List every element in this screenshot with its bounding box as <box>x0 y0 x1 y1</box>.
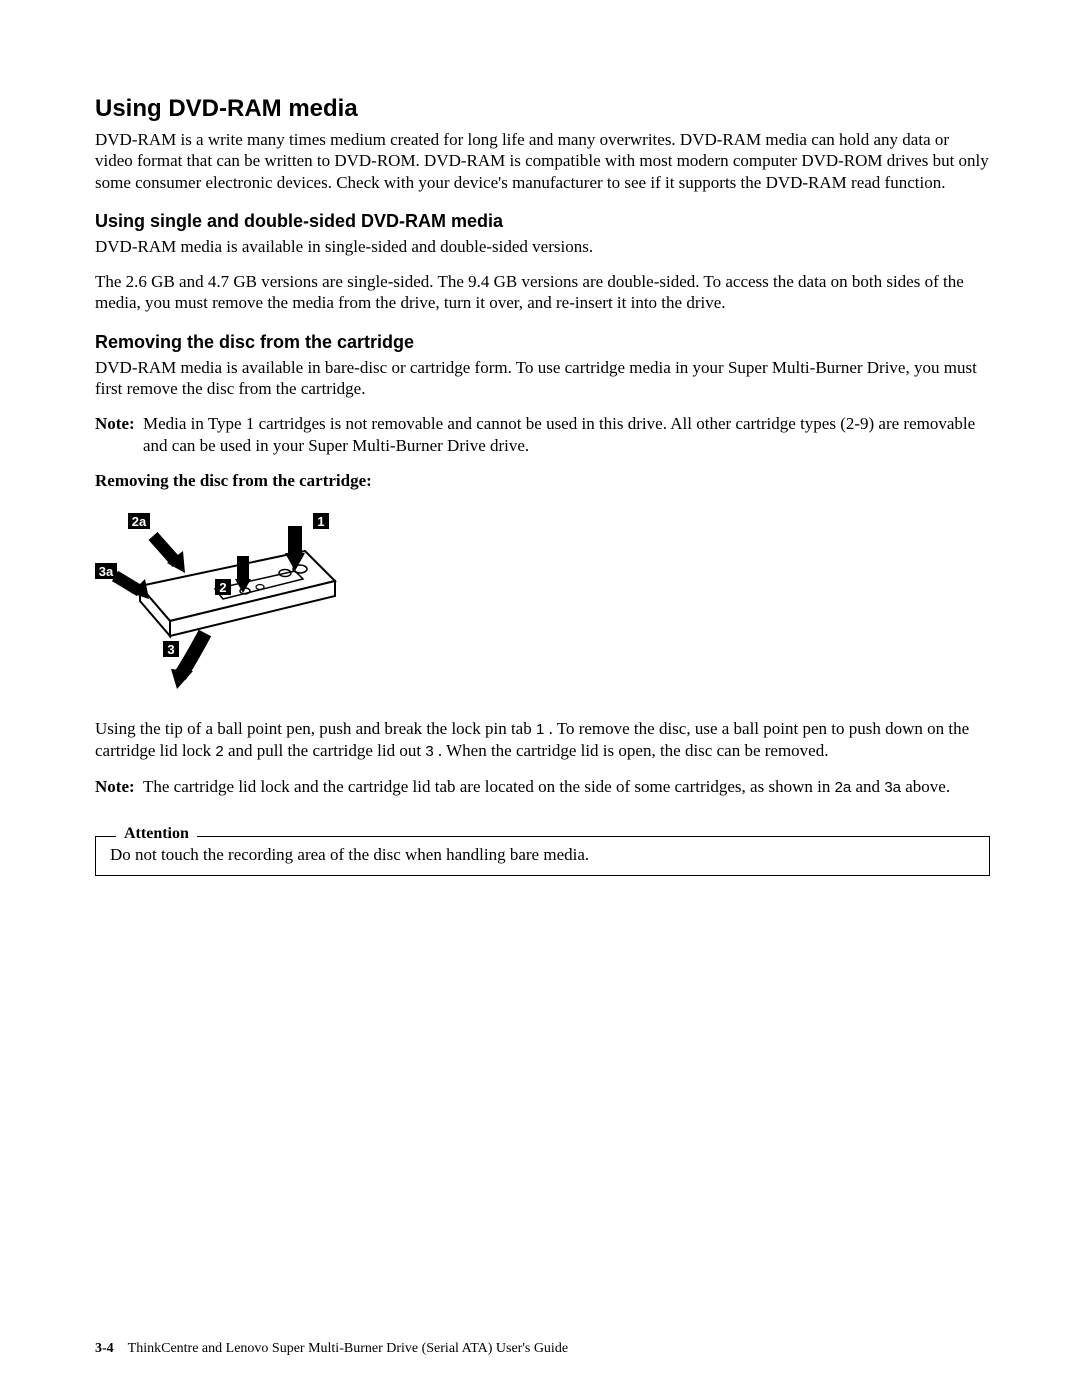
paragraph: DVD-RAM media is available in bare-disc … <box>95 357 990 400</box>
footer-title: ThinkCentre and Lenovo Super Multi-Burne… <box>128 1341 568 1356</box>
text-run: above. <box>901 777 950 796</box>
document-page: Using DVD-RAM media DVD-RAM is a write m… <box>0 0 1080 1397</box>
heading-1: Using DVD-RAM media <box>95 95 990 123</box>
cartridge-diagram-svg: 2a 1 3a 2 3 <box>95 501 355 701</box>
paragraph: DVD-RAM is a write many times medium cre… <box>95 129 990 193</box>
note-block: Note: Media in Type 1 cartridges is not … <box>95 413 990 457</box>
diagram-label-2: 2 <box>219 580 226 595</box>
page-footer: 3-4 ThinkCentre and Lenovo Super Multi-Bu… <box>95 1341 568 1357</box>
heading-2: Using single and double-sided DVD-RAM me… <box>95 211 990 232</box>
text-run: and <box>851 777 884 796</box>
attention-legend: Attention <box>116 825 197 843</box>
note-label: Note: <box>95 413 143 457</box>
text-run: . When the cartridge lid is open, the di… <box>434 741 829 760</box>
text-run: and pull the cartridge lid out <box>224 741 426 760</box>
note-block: Note: The cartridge lid lock and the car… <box>95 776 990 798</box>
diagram-label-1: 1 <box>317 514 324 529</box>
procedure-title: Removing the disc from the cartridge: <box>95 471 990 491</box>
note-body: The cartridge lid lock and the cartridge… <box>143 776 990 798</box>
text-run: Using the tip of a ball point pen, push … <box>95 719 536 738</box>
page-number: 3-4 <box>95 1341 114 1356</box>
step-ref-3a: 3a <box>884 779 901 796</box>
diagram-label-2a: 2a <box>132 514 147 529</box>
text-run: The cartridge lid lock and the cartridge… <box>143 777 835 796</box>
diagram-label-3a: 3a <box>99 564 114 579</box>
attention-body: Do not touch the recording area of the d… <box>110 845 975 865</box>
step-ref-3: 3 <box>425 743 433 760</box>
note-label: Note: <box>95 776 143 798</box>
cartridge-diagram: 2a 1 3a 2 3 <box>95 501 990 706</box>
heading-2: Removing the disc from the cartridge <box>95 332 990 353</box>
paragraph: The 2.6 GB and 4.7 GB versions are singl… <box>95 271 990 314</box>
note-body: Media in Type 1 cartridges is not remova… <box>143 413 990 457</box>
paragraph: DVD-RAM media is available in single-sid… <box>95 236 990 257</box>
diagram-label-3: 3 <box>167 642 174 657</box>
paragraph: Using the tip of a ball point pen, push … <box>95 718 990 762</box>
step-ref-2: 2 <box>215 743 223 760</box>
attention-box: Attention Do not touch the recording are… <box>95 836 990 876</box>
step-ref-2a: 2a <box>835 779 852 796</box>
